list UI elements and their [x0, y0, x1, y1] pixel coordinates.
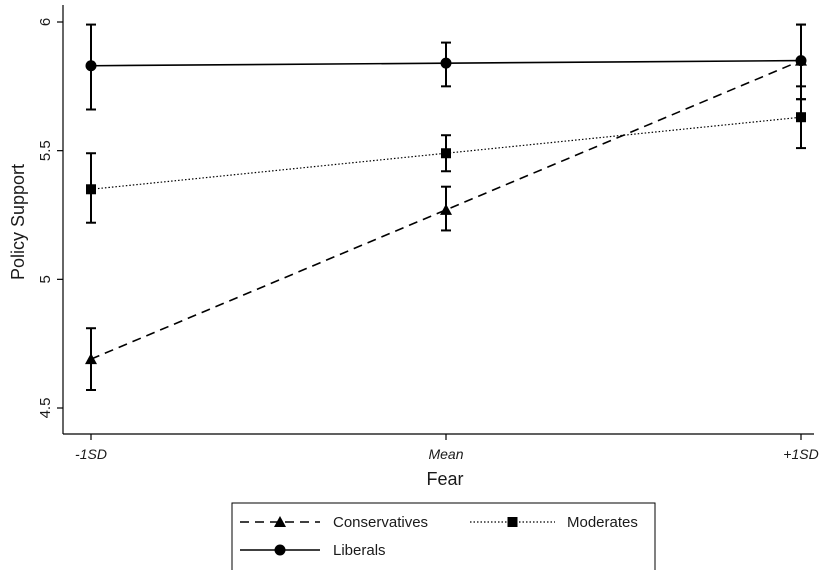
- legend-box: [231, 502, 656, 570]
- liberals-point: [795, 55, 807, 67]
- axes: Policy Support Fear 4.5 5 5.5 6 -1SD Mean +1SD: [8, 5, 819, 489]
- x-tick-label: Mean: [428, 446, 463, 462]
- conservatives-point: [85, 353, 97, 365]
- legend-liberals-marker: [274, 544, 286, 556]
- legend-conservatives-label: Conservatives: [333, 514, 428, 531]
- moderates-point: [796, 112, 806, 123]
- y-tick-label: 5.5: [37, 140, 54, 161]
- liberals-point: [440, 57, 452, 69]
- y-tick-label: 6: [37, 18, 54, 26]
- legend-conservatives-marker: [274, 516, 286, 527]
- legend-moderates-label: Moderates: [567, 514, 638, 531]
- x-tick-label: -1SD: [75, 446, 107, 462]
- legend-moderates-marker: [507, 517, 518, 527]
- conservatives-series-line: [90, 59, 802, 360]
- x-tick-label: +1SD: [783, 446, 818, 462]
- legend: Conservatives Moderates Liberals: [231, 502, 656, 570]
- y-tick-label: 5: [37, 275, 54, 283]
- plot-area: [85, 23, 807, 391]
- y-tick-label: 4.5: [37, 398, 54, 419]
- conservatives-point: [440, 203, 452, 215]
- x-axis-title: Fear: [426, 469, 463, 489]
- moderates-point: [86, 184, 96, 195]
- legend-liberals-label: Liberals: [333, 542, 386, 559]
- moderates-point: [441, 148, 451, 159]
- y-axis-title: Policy Support: [8, 164, 28, 280]
- liberals-point: [85, 60, 97, 72]
